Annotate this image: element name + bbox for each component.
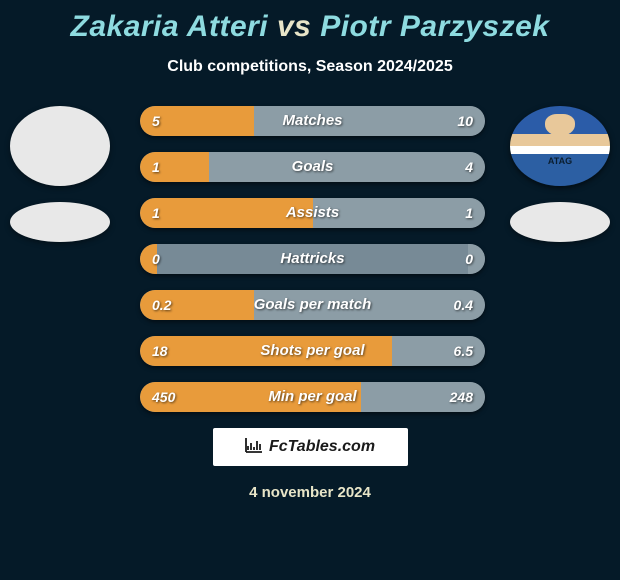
stat-label: Goals bbox=[140, 152, 485, 182]
player2-name: Piotr Parzyszek bbox=[320, 10, 549, 43]
chart-icon bbox=[245, 437, 263, 458]
stat-bars-container: 510Matches 14Goals 11Assists 00Hattricks 0.2… bbox=[140, 106, 485, 412]
site-logo: FcTables.com bbox=[213, 428, 408, 466]
player1-avatar-placeholder bbox=[10, 106, 110, 186]
stat-label: Hattricks bbox=[140, 244, 485, 274]
player1-club-placeholder bbox=[10, 202, 110, 242]
stat-label: Assists bbox=[140, 198, 485, 228]
stat-bar: 11Assists bbox=[140, 198, 485, 228]
stat-bar: 00Hattricks bbox=[140, 244, 485, 274]
stat-label: Goals per match bbox=[140, 290, 485, 320]
player1-name: Zakaria Atteri bbox=[71, 10, 269, 43]
player2-avatar-group bbox=[510, 106, 610, 242]
stat-bar: 510Matches bbox=[140, 106, 485, 136]
stat-label: Min per goal bbox=[140, 382, 485, 412]
player2-avatar bbox=[510, 106, 610, 186]
comparison-title: Zakaria Atteri vs Piotr Parzyszek bbox=[0, 0, 620, 44]
stat-bar: 0.20.4Goals per match bbox=[140, 290, 485, 320]
stat-label: Matches bbox=[140, 106, 485, 136]
player1-avatar-group bbox=[10, 106, 110, 242]
player2-avatar-image bbox=[510, 106, 610, 186]
player2-club-placeholder bbox=[510, 202, 610, 242]
stat-bar: 14Goals bbox=[140, 152, 485, 182]
stat-label: Shots per goal bbox=[140, 336, 485, 366]
footer-date: 4 november 2024 bbox=[0, 484, 620, 501]
vs-text: vs bbox=[277, 10, 311, 43]
stats-area: 510Matches 14Goals 11Assists 00Hattricks 0.2… bbox=[0, 106, 620, 412]
stat-bar: 450248Min per goal bbox=[140, 382, 485, 412]
site-name: FcTables.com bbox=[269, 438, 375, 456]
subtitle: Club competitions, Season 2024/2025 bbox=[0, 58, 620, 76]
stat-bar: 186.5Shots per goal bbox=[140, 336, 485, 366]
